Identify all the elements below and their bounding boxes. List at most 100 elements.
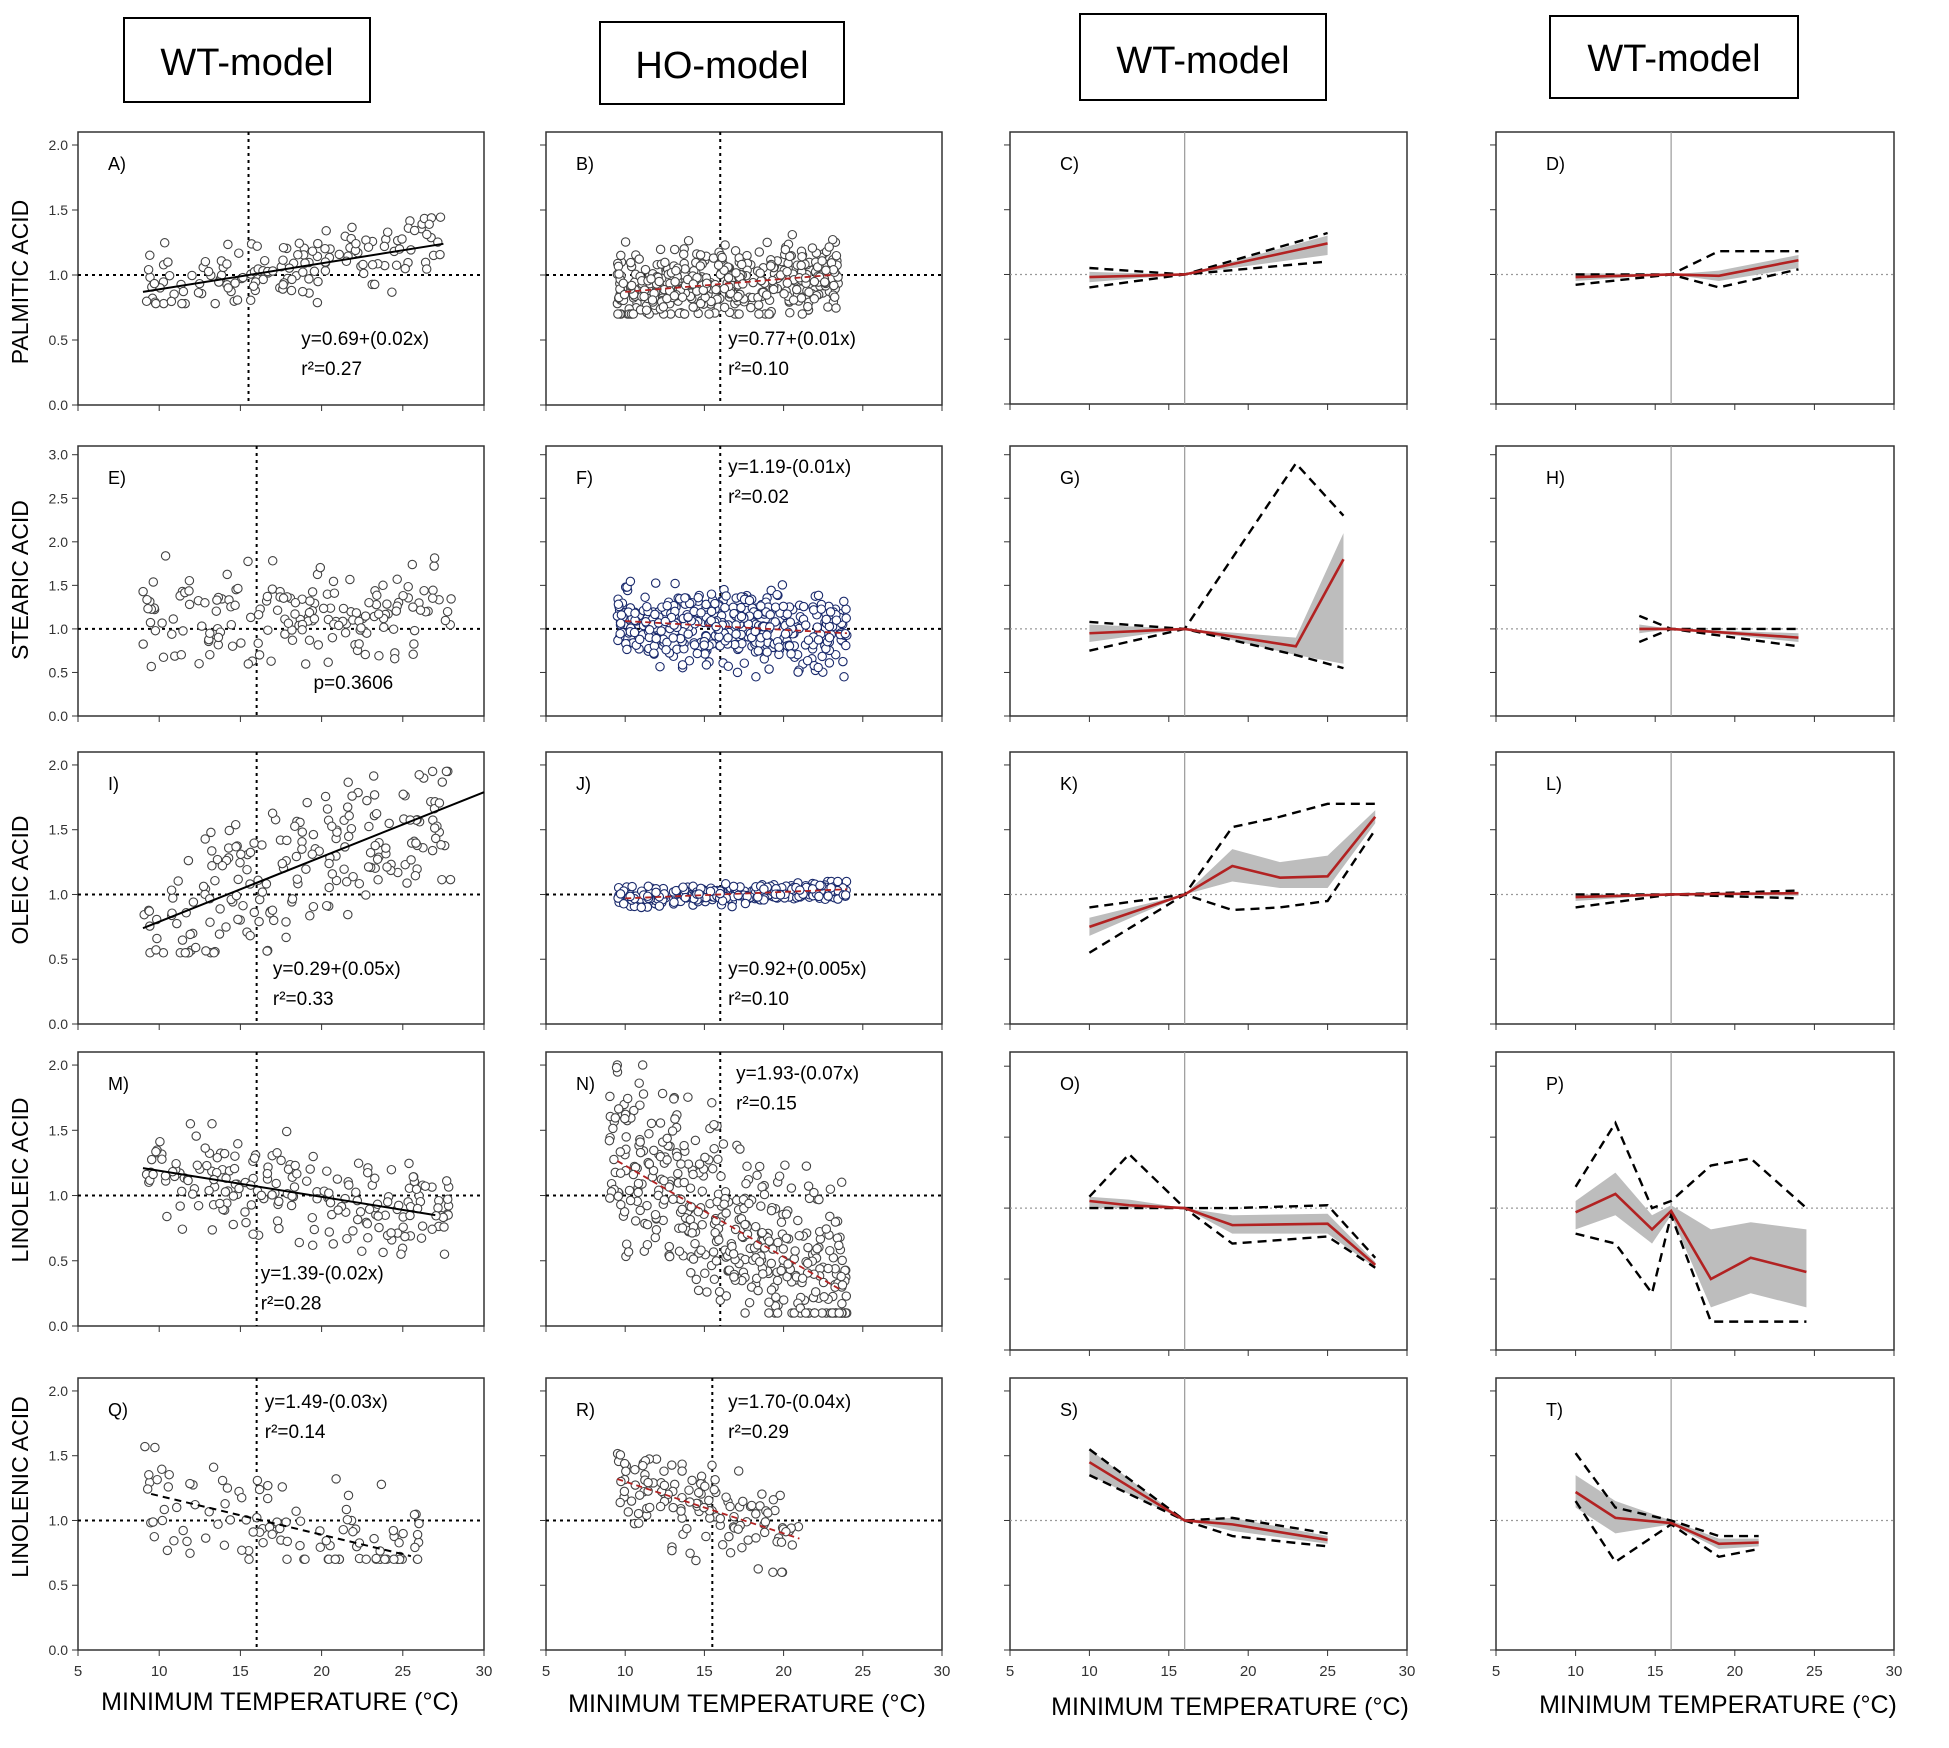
data-point xyxy=(354,878,365,889)
data-point xyxy=(331,875,342,886)
panel-label: E) xyxy=(108,468,126,488)
data-point xyxy=(193,287,204,298)
data-point xyxy=(637,1060,648,1070)
data-point xyxy=(370,840,380,851)
data-point xyxy=(281,1126,292,1137)
lower-bound-line xyxy=(1088,829,1377,954)
data-point xyxy=(368,771,379,781)
data-point xyxy=(398,590,408,601)
data-point xyxy=(343,777,353,788)
scatter-points xyxy=(140,1441,424,1565)
data-point xyxy=(392,574,402,585)
data-point xyxy=(274,1223,284,1234)
data-point xyxy=(307,1212,318,1223)
data-point xyxy=(759,1189,770,1200)
data-point xyxy=(676,1159,686,1169)
data-point xyxy=(829,292,840,302)
data-point xyxy=(651,633,661,644)
data-point xyxy=(374,1222,384,1233)
lower-bound-line xyxy=(1575,1211,1807,1323)
data-point xyxy=(322,1166,332,1176)
data-point xyxy=(710,598,720,609)
data-point xyxy=(148,1517,158,1527)
data-point xyxy=(833,876,843,887)
data-point xyxy=(608,1123,618,1134)
annotation: r²=0.29 xyxy=(728,1422,789,1443)
mean-line xyxy=(1639,627,1799,639)
data-point xyxy=(797,1273,808,1284)
y-tick-label: 1.5 xyxy=(49,1448,69,1464)
data-point xyxy=(668,1502,678,1513)
data-point xyxy=(766,1205,777,1216)
data-point xyxy=(622,1093,633,1104)
data-point xyxy=(160,551,171,561)
data-point xyxy=(610,1113,621,1123)
data-point xyxy=(635,1205,645,1216)
data-point xyxy=(235,857,245,868)
data-point xyxy=(621,1466,631,1477)
row-labels: PALMITIC ACID STEARIC ACID OLEIC ACID LI… xyxy=(7,200,33,1578)
data-point xyxy=(389,653,400,664)
data-point xyxy=(142,1484,153,1494)
data-point xyxy=(409,625,420,636)
data-point xyxy=(307,587,318,597)
data-point xyxy=(320,266,331,276)
annotation: r²=0.10 xyxy=(728,359,789,380)
data-point xyxy=(312,297,323,308)
data-point xyxy=(424,219,434,230)
data-point xyxy=(207,846,217,856)
data-point xyxy=(223,283,233,293)
data-point xyxy=(616,610,627,620)
data-point xyxy=(765,261,776,271)
data-point xyxy=(695,250,706,260)
data-point xyxy=(720,602,730,613)
data-point xyxy=(192,1160,203,1171)
panel-label: J) xyxy=(576,774,591,794)
data-point xyxy=(340,628,351,638)
data-point xyxy=(688,1254,699,1264)
data-point xyxy=(163,1482,174,1492)
data-point xyxy=(709,1274,720,1285)
data-point xyxy=(437,874,447,885)
data-point xyxy=(253,638,263,649)
data-point xyxy=(327,821,337,832)
data-point xyxy=(680,892,691,903)
data-point xyxy=(140,1441,150,1452)
data-point xyxy=(750,1221,761,1232)
data-point xyxy=(408,602,418,612)
data-point xyxy=(680,593,690,603)
data-point xyxy=(339,864,349,874)
data-point xyxy=(778,1295,789,1305)
data-point xyxy=(751,672,761,682)
data-point xyxy=(814,891,824,902)
data-point xyxy=(233,914,243,925)
data-point xyxy=(781,1209,792,1219)
data-point xyxy=(224,825,235,836)
mean-line xyxy=(1088,815,1377,929)
data-point xyxy=(315,1542,326,1553)
panel-label: Q) xyxy=(108,1400,128,1420)
row-label-stearic: STEARIC ACID xyxy=(7,500,33,660)
data-point xyxy=(813,662,823,673)
data-point xyxy=(305,1164,315,1174)
panel-m: 0.0 0.5 1.0 1.5 2.0 M) y=1.39-(0.02x) r²=0.28 xyxy=(49,1051,485,1334)
data-point xyxy=(213,632,224,643)
panel-label: I) xyxy=(108,774,119,794)
annotation: r²=0.27 xyxy=(301,359,362,380)
data-point xyxy=(252,241,262,251)
data-point xyxy=(197,621,207,631)
data-point xyxy=(797,251,807,262)
data-point xyxy=(441,766,452,777)
data-point xyxy=(262,946,272,956)
data-point xyxy=(313,640,324,650)
data-point xyxy=(615,1450,626,1460)
data-point xyxy=(369,279,380,290)
data-point xyxy=(677,1204,687,1215)
data-point xyxy=(766,1258,777,1269)
x-tick-label: 30 xyxy=(1886,1663,1903,1680)
data-point xyxy=(267,584,278,594)
data-point xyxy=(715,1513,726,1524)
data-point xyxy=(821,614,832,625)
data-point xyxy=(207,1225,218,1235)
